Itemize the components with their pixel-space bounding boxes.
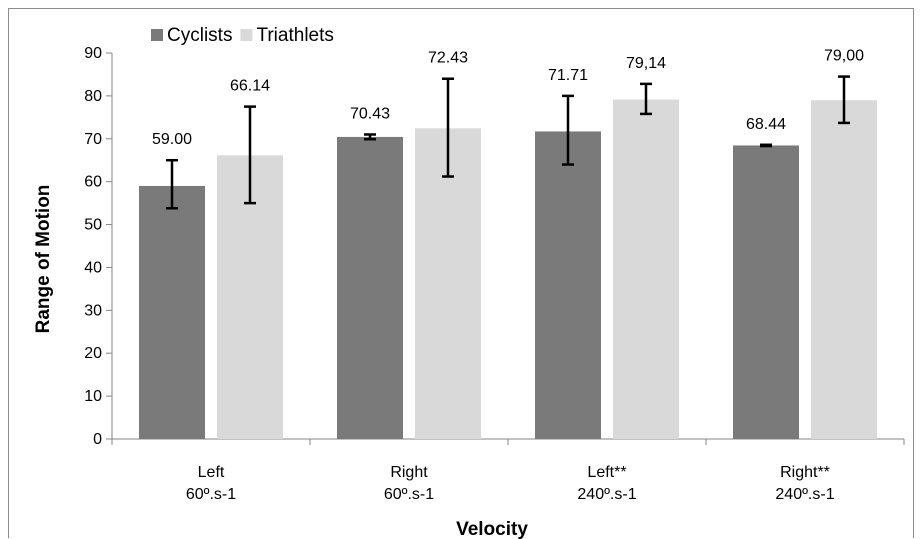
x-category-label: Left**: [587, 464, 626, 481]
data-labels: 59.00 70.43 71.71 68.44 66.14 72.43 79,14 79,00: [152, 48, 864, 149]
data-label: 70.43: [350, 105, 390, 122]
x-category-label: Right**: [780, 464, 830, 481]
y-tick-label: 90: [84, 45, 102, 62]
x-category-label: Left: [198, 464, 225, 481]
legend-swatch: [151, 29, 163, 41]
x-axis-title: Velocity: [456, 519, 528, 539]
y-tick-label: 70: [84, 131, 102, 148]
x-category-label: Right: [390, 464, 428, 481]
x-category-label: 60º.s-1: [186, 486, 236, 503]
data-label: 59.00: [152, 131, 192, 148]
data-label: 66.14: [230, 78, 270, 95]
data-label: 68.44: [746, 116, 786, 133]
x-category-label: 240º.s-1: [775, 486, 834, 503]
bar: [535, 131, 601, 439]
legend-label: Cyclists: [167, 25, 232, 46]
legend-swatch: [240, 29, 253, 41]
error-bars: [166, 75, 850, 210]
x-category-label: 240º.s-1: [577, 486, 636, 503]
bar: [337, 136, 403, 439]
y-tick-label: 80: [84, 88, 102, 105]
bar: [733, 145, 799, 439]
data-label: 79,00: [824, 48, 864, 65]
data-label: 79,14: [626, 55, 666, 72]
y-tick-label: 0: [93, 431, 102, 448]
y-tick-label: 50: [84, 217, 102, 234]
bar: [415, 128, 481, 439]
y-axis: 0 10 20 30 40 50 60 70 80 90: [84, 45, 113, 448]
x-axis: Left 60º.s-1 Right 60º.s-1 Left** 240º.s-1 Rig…: [111, 438, 905, 503]
data-label: 71.71: [548, 67, 588, 84]
y-tick-label: 20: [84, 345, 102, 362]
legend-label: Triathlets: [256, 25, 333, 46]
y-tick-label: 60: [84, 174, 102, 191]
chart-frame: Cyclists Triathlets Range of Motion Veloc…: [8, 8, 914, 539]
y-tick-label: 30: [84, 302, 102, 319]
bar: [811, 100, 877, 439]
y-axis-title: Range of Motion: [33, 185, 54, 334]
legend: Cyclists Triathlets: [151, 25, 334, 46]
y-tick-label: 40: [84, 259, 102, 276]
bars: [139, 99, 877, 439]
data-label: 72.43: [428, 50, 468, 67]
bar: [139, 185, 205, 439]
bar-chart: Cyclists Triathlets Range of Motion Veloc…: [33, 25, 905, 539]
y-tick-label: 10: [84, 388, 102, 405]
bar: [613, 99, 679, 439]
x-category-label: 60º.s-1: [384, 486, 434, 503]
